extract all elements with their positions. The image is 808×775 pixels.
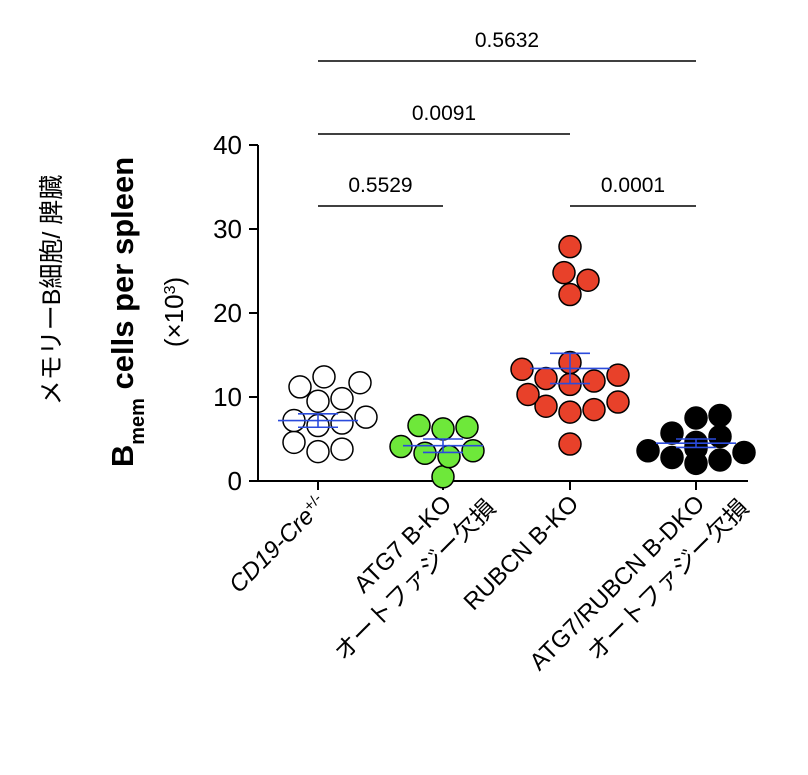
data-point	[708, 424, 732, 449]
data-point	[606, 363, 630, 387]
y-tick-label: 10	[213, 382, 242, 412]
y-tick-label: 20	[213, 298, 242, 328]
data-point	[558, 432, 582, 456]
axes: 0 10 20 30 40	[213, 130, 748, 496]
data-point	[413, 441, 437, 466]
data-point	[684, 406, 708, 430]
error-bars	[278, 352, 736, 454]
data-point	[552, 260, 576, 285]
significance-brackets: 0.5529 0.0001 0.0091 0.5632	[318, 29, 696, 207]
data-point	[431, 417, 455, 441]
y-axis-title-jp: メモリーB細胞/ 脾臓	[38, 175, 66, 406]
data-point	[312, 365, 336, 389]
y-tick-label: 40	[213, 130, 242, 160]
data-point	[306, 439, 330, 464]
data-point	[660, 421, 684, 445]
data-point	[558, 234, 582, 259]
data-point	[534, 394, 558, 418]
data-point	[461, 439, 485, 463]
p-value-label: 0.0001	[601, 174, 665, 197]
data-point	[516, 382, 540, 407]
data-point	[330, 386, 354, 411]
y-axis-unit: (×103)	[159, 277, 189, 347]
data-point	[534, 366, 558, 391]
data-point	[407, 413, 431, 438]
y-axis-unit-part: 3	[162, 285, 179, 294]
data-point	[330, 437, 354, 461]
y-axis-unit-part: )	[159, 277, 189, 286]
p-value-label: 0.5632	[475, 29, 539, 52]
data-point	[576, 268, 600, 292]
data-point	[606, 390, 630, 414]
data-point	[389, 434, 413, 459]
data-point	[558, 400, 582, 424]
data-point	[288, 375, 312, 399]
x-tick-label: CD19-Cre+/-	[224, 490, 333, 599]
y-tick-label: 0	[228, 466, 242, 496]
data-point	[282, 430, 306, 455]
x-tick-label-group: CD19-Cre+/-	[224, 490, 333, 599]
data-point	[558, 282, 582, 307]
p-value-label: 0.5529	[348, 174, 412, 197]
data-point	[708, 448, 732, 472]
p-value-label: 0.0091	[412, 102, 476, 125]
y-axis-title-part: cells per spleen	[105, 157, 140, 398]
data-points	[282, 234, 756, 489]
data-point	[431, 465, 455, 489]
data-point	[582, 397, 606, 422]
y-axis-unit-part: (×10	[159, 294, 189, 347]
data-point	[354, 405, 378, 429]
y-tick-label: 30	[213, 214, 242, 244]
y-axis-title: メモリーB細胞/ 脾臓 Bmem cells per spleen (×103)	[38, 157, 189, 467]
data-point	[660, 445, 684, 470]
data-point	[708, 403, 732, 428]
y-axis-title: Bmem cells per spleen	[105, 157, 149, 467]
data-point	[437, 444, 461, 469]
data-point	[455, 415, 479, 439]
data-point	[330, 411, 354, 435]
data-point	[732, 440, 756, 465]
data-point	[306, 389, 330, 413]
data-point	[510, 357, 534, 382]
y-axis-title-part: mem	[127, 398, 149, 445]
data-point	[582, 369, 606, 393]
y-axis-title-part: B	[105, 445, 140, 467]
data-point	[348, 370, 372, 395]
data-point	[636, 439, 660, 463]
